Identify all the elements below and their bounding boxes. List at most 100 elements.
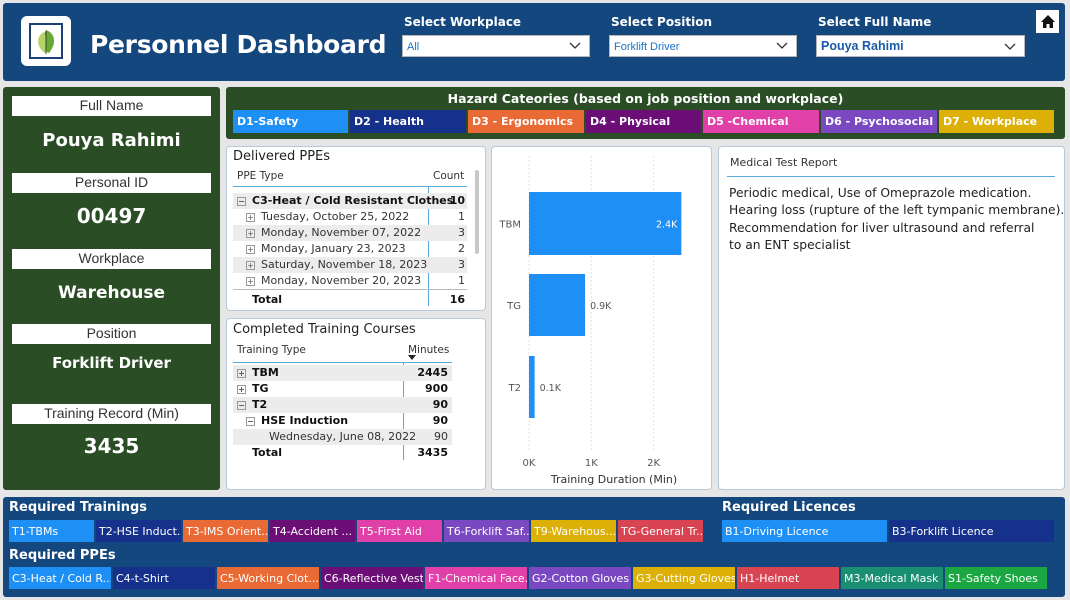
total-divider (233, 289, 467, 290)
ppe-date-label: Saturday, November 18, 2023 (261, 258, 428, 271)
sort-desc-icon[interactable] (407, 355, 417, 361)
ppe-total-value: 16 (449, 293, 465, 306)
hazard-chip[interactable]: D7 - Workplace (939, 110, 1054, 133)
ppe-date-row[interactable]: + Monday, November 20, 2023 (246, 274, 421, 287)
expand-icon[interactable]: + (237, 385, 246, 394)
training-row[interactable]: + TBM (237, 366, 279, 379)
expand-icon[interactable]: + (246, 245, 255, 254)
training-row-minutes: 90 (432, 398, 448, 411)
training-row-minutes: 2445 (417, 366, 448, 379)
workplace-slicer-label: Select Workplace (404, 15, 522, 29)
page-title: Personnel Dashboard (90, 30, 387, 59)
licence-chip[interactable]: B3-Forklift Licence (889, 520, 1054, 542)
licence-chip[interactable]: B1-Driving Licence (722, 520, 887, 542)
chart-x-tick-label: 1K (585, 458, 598, 469)
collapse-icon[interactable]: − (237, 197, 246, 206)
collapse-icon[interactable]: − (237, 401, 246, 410)
ppe-chip[interactable]: S1-Safety Shoes (945, 567, 1047, 589)
ppe-row-bg (233, 193, 467, 209)
training-row-bg (233, 397, 452, 413)
collapse-icon[interactable]: − (246, 417, 255, 426)
training-chip[interactable]: T4-Accident ... (270, 520, 355, 542)
training-row[interactable]: + TG (237, 382, 269, 395)
training-chip[interactable]: T5-First Aid (357, 520, 442, 542)
ppe-chip[interactable]: F1-Chemical Face... (425, 567, 527, 589)
training-subrow-minutes: 90 (432, 414, 448, 427)
full-name-slicer[interactable]: Pouya Rahimi (816, 35, 1025, 57)
ppe-chip[interactable]: C5-Working Clot... (217, 567, 319, 589)
ppe-chip[interactable]: M3-Medical Mask (841, 567, 943, 589)
hazard-chip[interactable]: D3 - Ergonomics (468, 110, 584, 133)
minutes-header[interactable]: Minutes (408, 344, 450, 356)
column-divider (428, 186, 429, 306)
hazard-chip[interactable]: D5 -Chemical (703, 110, 819, 133)
workplace-label: Workplace (12, 249, 211, 269)
ppe-chip[interactable]: G2-Cotton Gloves (529, 567, 631, 589)
expand-icon[interactable]: + (237, 369, 246, 378)
chart-bar[interactable] (529, 274, 586, 336)
training-row-label: TG (252, 382, 269, 395)
ppe-date-row[interactable]: + Monday, January 23, 2023 (246, 242, 406, 255)
chart-data-label: 2.4K (656, 220, 678, 231)
training-courses-title: Completed Training Courses (233, 322, 416, 337)
chart-x-axis-title: Training Duration (Min) (550, 473, 677, 486)
hazard-chip[interactable]: D6 - Psychosocial (821, 110, 937, 133)
hazard-chip[interactable]: D2 - Health (350, 110, 466, 133)
required-ppes-title: Required PPEs (9, 548, 116, 563)
expand-icon[interactable]: + (246, 229, 255, 238)
training-chip[interactable]: TG-General Tr... (618, 520, 703, 542)
training-row-bg (233, 429, 452, 445)
ppe-date-label: Monday, November 20, 2023 (261, 274, 422, 287)
training-subrow[interactable]: − HSE Induction (246, 414, 348, 427)
header-divider (233, 362, 452, 363)
ppe-date-row[interactable]: + Tuesday, October 25, 2022 (246, 210, 409, 223)
personal-id-label: Personal ID (12, 173, 211, 193)
training-total-value: 3435 (417, 446, 448, 459)
medical-divider (727, 176, 1055, 177)
ppe-chip[interactable]: C4-t-Shirt (113, 567, 215, 589)
chevron-down-icon (776, 42, 788, 49)
training-row[interactable]: − T2 (237, 398, 267, 411)
expand-icon[interactable]: + (246, 213, 255, 222)
training-chip[interactable]: T9-Warehous... (531, 520, 616, 542)
personal-id-value: 00497 (76, 204, 147, 228)
expand-icon[interactable]: + (246, 261, 255, 270)
ppe-date-count: 2 (458, 242, 465, 255)
training-date-row[interactable]: Wednesday, June 08, 2022 (269, 430, 417, 443)
position-slicer[interactable]: Forklift Driver (609, 35, 797, 57)
hazard-chip[interactable]: D1-Safety (233, 110, 348, 133)
training-subrow-label: HSE Induction (261, 414, 349, 427)
medical-report-card (718, 146, 1065, 490)
ppe-date-label: Tuesday, October 25, 2022 (261, 210, 410, 223)
ppe-chip[interactable]: H1-Helmet (737, 567, 839, 589)
training-chip[interactable]: T1-TBMs (9, 520, 94, 542)
ppe-type-header[interactable]: PPE Type (237, 170, 284, 182)
training-chip[interactable]: T6-Forklift Saf... (444, 520, 529, 542)
ppe-chip[interactable]: C3-Heat / Cold R... (9, 567, 111, 589)
workplace-slicer[interactable]: All (402, 35, 590, 57)
chart-bar[interactable] (529, 192, 682, 255)
ppe-chip[interactable]: C6-Reflective Vest (321, 567, 423, 589)
ppe-date-row[interactable]: + Monday, November 07, 2022 (246, 226, 421, 239)
training-type-header[interactable]: Training Type (237, 344, 306, 356)
required-licences-title: Required Licences (722, 500, 856, 515)
home-button[interactable] (1036, 10, 1059, 33)
ppe-row-group[interactable]: − C3-Heat / Cold Resistant Clothes (237, 194, 453, 207)
ppe-date-row[interactable]: + Saturday, November 18, 2023 (246, 258, 427, 271)
hazard-chip[interactable]: D4 - Physical (586, 110, 701, 133)
ppe-row-count: 10 (449, 194, 465, 207)
training-chip[interactable]: T3-IMS Orient... (183, 520, 268, 542)
training-total-label: Total (252, 446, 283, 459)
chart-category-label: T2 (508, 383, 521, 394)
training-row-label: TBM (252, 366, 279, 379)
chart-data-label: 0.9K (590, 301, 612, 312)
ppe-row-label: C3-Heat / Cold Resistant Clothes (252, 194, 454, 207)
training-chip[interactable]: T2-HSE Induct... (96, 520, 181, 542)
workplace-value: Warehouse (57, 283, 166, 303)
ppe-chip[interactable]: G3-Cutting Gloves (633, 567, 735, 589)
count-header[interactable]: Count (433, 170, 465, 182)
ppe-table-scrollbar[interactable] (475, 170, 479, 254)
chart-bar[interactable] (529, 356, 535, 418)
position-label: Position (12, 324, 211, 344)
expand-icon[interactable]: + (246, 277, 255, 286)
